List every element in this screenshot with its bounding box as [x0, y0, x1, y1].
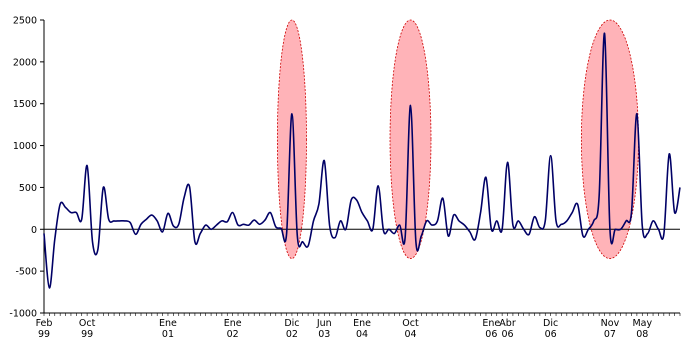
y-tick-label: -500 — [15, 267, 37, 278]
x-tick-sublabel: 99 — [38, 329, 50, 338]
x-tick-label: Ene — [224, 318, 242, 329]
series-lines — [43, 32, 681, 289]
y-tick-label: 1000 — [13, 141, 37, 152]
highlight-ellipse — [276, 19, 307, 259]
x-tick-sublabel: 03 — [318, 329, 330, 338]
x-tick-sublabel: 08 — [636, 329, 648, 338]
x-tick-sublabel: 06 — [485, 329, 497, 338]
x-tick-sublabel: 04 — [356, 329, 368, 338]
x-tick-label: Oct — [79, 318, 96, 329]
y-tick-label: 500 — [19, 183, 37, 194]
x-tick-label: Dic — [284, 318, 299, 329]
x-axis-ticks: Feb99Oct99Ene01Ene02Dic02Jun03Ene04Oct04… — [36, 313, 681, 338]
series-line — [43, 32, 681, 289]
highlight-ellipse — [389, 19, 432, 259]
highlight-ellipses — [276, 19, 639, 259]
x-tick-sublabel: 02 — [286, 329, 298, 338]
y-tick-label: 2000 — [13, 57, 37, 68]
x-tick-label: Dic — [543, 318, 558, 329]
x-tick-sublabel: 01 — [162, 329, 174, 338]
y-tick-label: 1500 — [13, 99, 37, 110]
x-tick-label: Feb — [36, 318, 53, 329]
x-tick-label: Abr — [499, 318, 516, 329]
x-tick-sublabel: 04 — [404, 329, 416, 338]
y-axis-ticks: -1000 -500 0 500 1000 1500 2000 2500 — [9, 16, 44, 320]
x-tick-sublabel: 06 — [501, 329, 513, 338]
x-tick-label: Oct — [402, 318, 419, 329]
x-tick-sublabel: 06 — [545, 329, 557, 338]
x-tick-sublabel: 02 — [227, 329, 239, 338]
x-tick-sublabel: 07 — [604, 329, 616, 338]
x-tick-label: Ene — [159, 318, 177, 329]
x-tick-label: Nov — [601, 318, 620, 329]
x-tick-label: May — [632, 318, 652, 329]
y-tick-label: -1000 — [9, 309, 37, 320]
y-tick-label: 0 — [31, 225, 37, 236]
y-tick-label: 2500 — [13, 16, 37, 27]
x-tick-sublabel: 99 — [81, 329, 93, 338]
x-tick-label: Jun — [316, 318, 332, 329]
x-tick-label: Ene — [482, 318, 500, 329]
x-tick-label: Ene — [353, 318, 371, 329]
